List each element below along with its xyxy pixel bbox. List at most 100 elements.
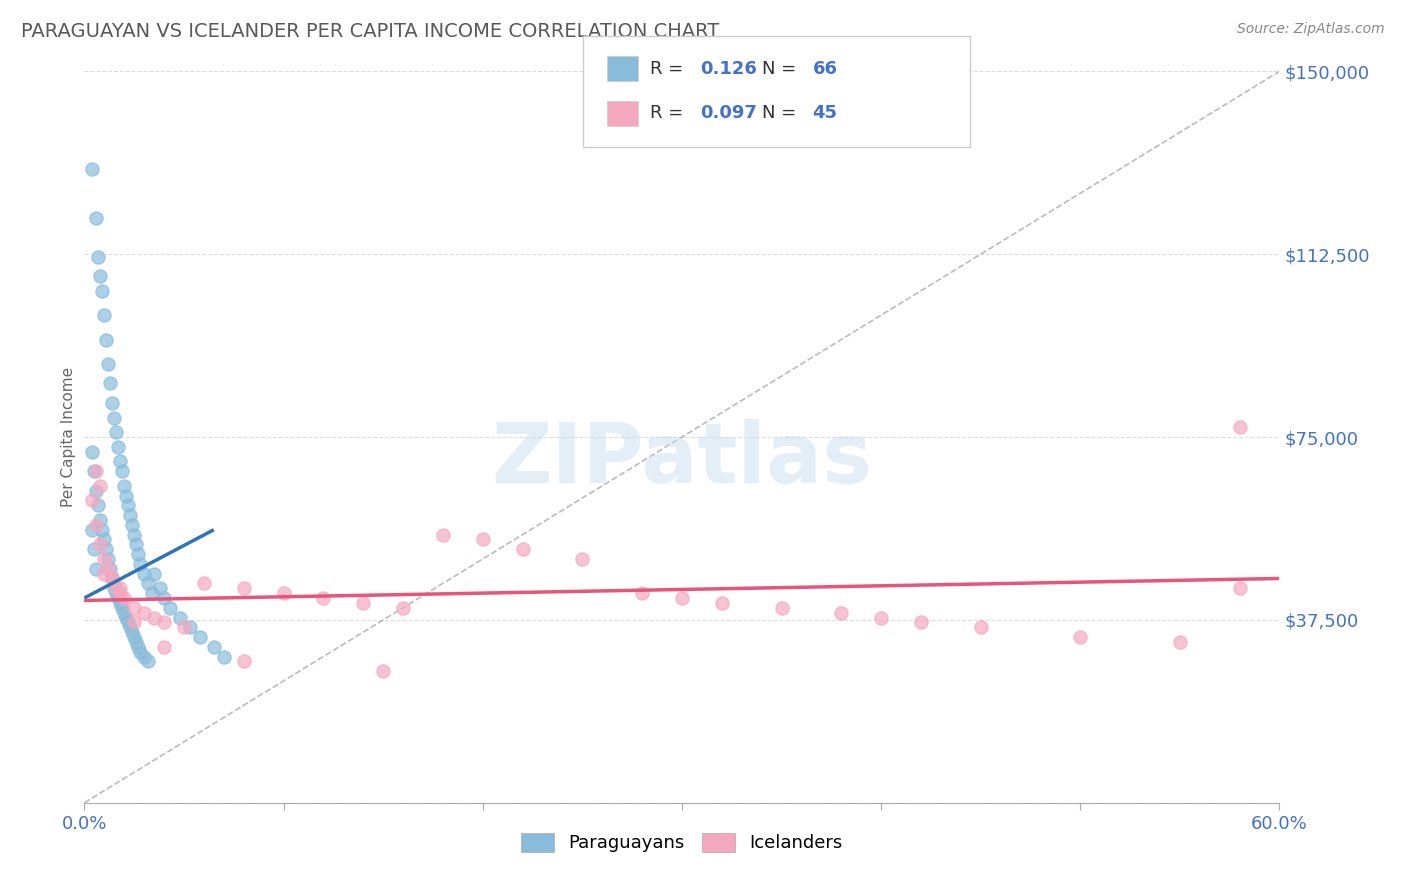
Point	[111, 464, 134, 478]
Point	[232, 581, 254, 595]
Point	[273, 586, 295, 600]
Point	[122, 630, 145, 644]
Point	[120, 508, 142, 522]
Point	[82, 444, 104, 458]
Point	[91, 523, 114, 537]
Point	[571, 552, 593, 566]
Point	[97, 552, 120, 566]
Point	[98, 376, 121, 391]
Point	[101, 572, 124, 586]
Point	[101, 572, 124, 586]
Point	[110, 581, 132, 595]
Point	[188, 630, 211, 644]
Point	[1229, 581, 1251, 595]
Point	[105, 586, 128, 600]
Point	[169, 610, 191, 624]
Point	[132, 566, 156, 581]
Point	[910, 615, 932, 630]
Point	[89, 537, 111, 551]
Point	[120, 620, 142, 634]
Point	[105, 425, 128, 440]
Point	[97, 357, 120, 371]
Legend: Paraguayans, Icelanders: Paraguayans, Icelanders	[515, 826, 849, 860]
Point	[82, 161, 104, 176]
Point	[770, 600, 793, 615]
Text: ZIPatlas: ZIPatlas	[492, 418, 872, 500]
Point	[1229, 420, 1251, 434]
Point	[117, 499, 139, 513]
Point	[86, 517, 108, 532]
Point	[87, 250, 110, 264]
Text: 0.097: 0.097	[700, 104, 756, 122]
Point	[121, 625, 143, 640]
Point	[86, 464, 108, 478]
Point	[671, 591, 693, 605]
Point	[82, 523, 104, 537]
Point	[122, 527, 145, 541]
Text: 66: 66	[813, 60, 838, 78]
Point	[107, 440, 129, 454]
Point	[122, 600, 145, 615]
Point	[112, 479, 135, 493]
Point	[82, 493, 104, 508]
Point	[93, 552, 115, 566]
Point	[87, 499, 110, 513]
Point	[103, 410, 125, 425]
Point	[86, 483, 108, 498]
Point	[432, 527, 454, 541]
Point	[91, 284, 114, 298]
Point	[392, 600, 415, 615]
Point	[141, 586, 163, 600]
Point	[132, 649, 156, 664]
Point	[127, 640, 149, 654]
Point	[86, 211, 108, 225]
Point	[710, 596, 733, 610]
Point	[96, 333, 118, 347]
Point	[830, 606, 852, 620]
Point	[1168, 635, 1191, 649]
Point	[110, 454, 132, 468]
Point	[110, 596, 132, 610]
Point	[101, 396, 124, 410]
Text: 0.126: 0.126	[700, 60, 756, 78]
Text: N =: N =	[762, 104, 801, 122]
Point	[101, 572, 124, 586]
Point	[112, 591, 135, 605]
Point	[193, 576, 215, 591]
Point	[110, 586, 132, 600]
Point	[129, 557, 152, 571]
Point	[107, 591, 129, 605]
Point	[98, 562, 121, 576]
Point	[83, 464, 105, 478]
Point	[212, 649, 235, 664]
Text: R =: R =	[650, 60, 689, 78]
Text: N =: N =	[762, 60, 801, 78]
Point	[103, 581, 125, 595]
Point	[232, 654, 254, 668]
Text: 45: 45	[813, 104, 838, 122]
Point	[159, 600, 181, 615]
Point	[870, 610, 893, 624]
Point	[89, 479, 111, 493]
Point	[179, 620, 201, 634]
Point	[86, 562, 108, 576]
Text: Source: ZipAtlas.com: Source: ZipAtlas.com	[1237, 22, 1385, 37]
Point	[202, 640, 225, 654]
Point	[512, 542, 534, 557]
Point	[1069, 630, 1091, 644]
Point	[173, 620, 195, 634]
Point	[112, 606, 135, 620]
Point	[93, 308, 115, 322]
Point	[373, 664, 395, 678]
Y-axis label: Per Capita Income: Per Capita Income	[60, 367, 76, 508]
Point	[631, 586, 654, 600]
Point	[115, 489, 138, 503]
Point	[125, 635, 148, 649]
Point	[111, 600, 134, 615]
Point	[105, 581, 128, 595]
Point	[97, 562, 120, 576]
Point	[352, 596, 374, 610]
Point	[96, 542, 118, 557]
Point	[127, 547, 149, 561]
Point	[149, 581, 172, 595]
